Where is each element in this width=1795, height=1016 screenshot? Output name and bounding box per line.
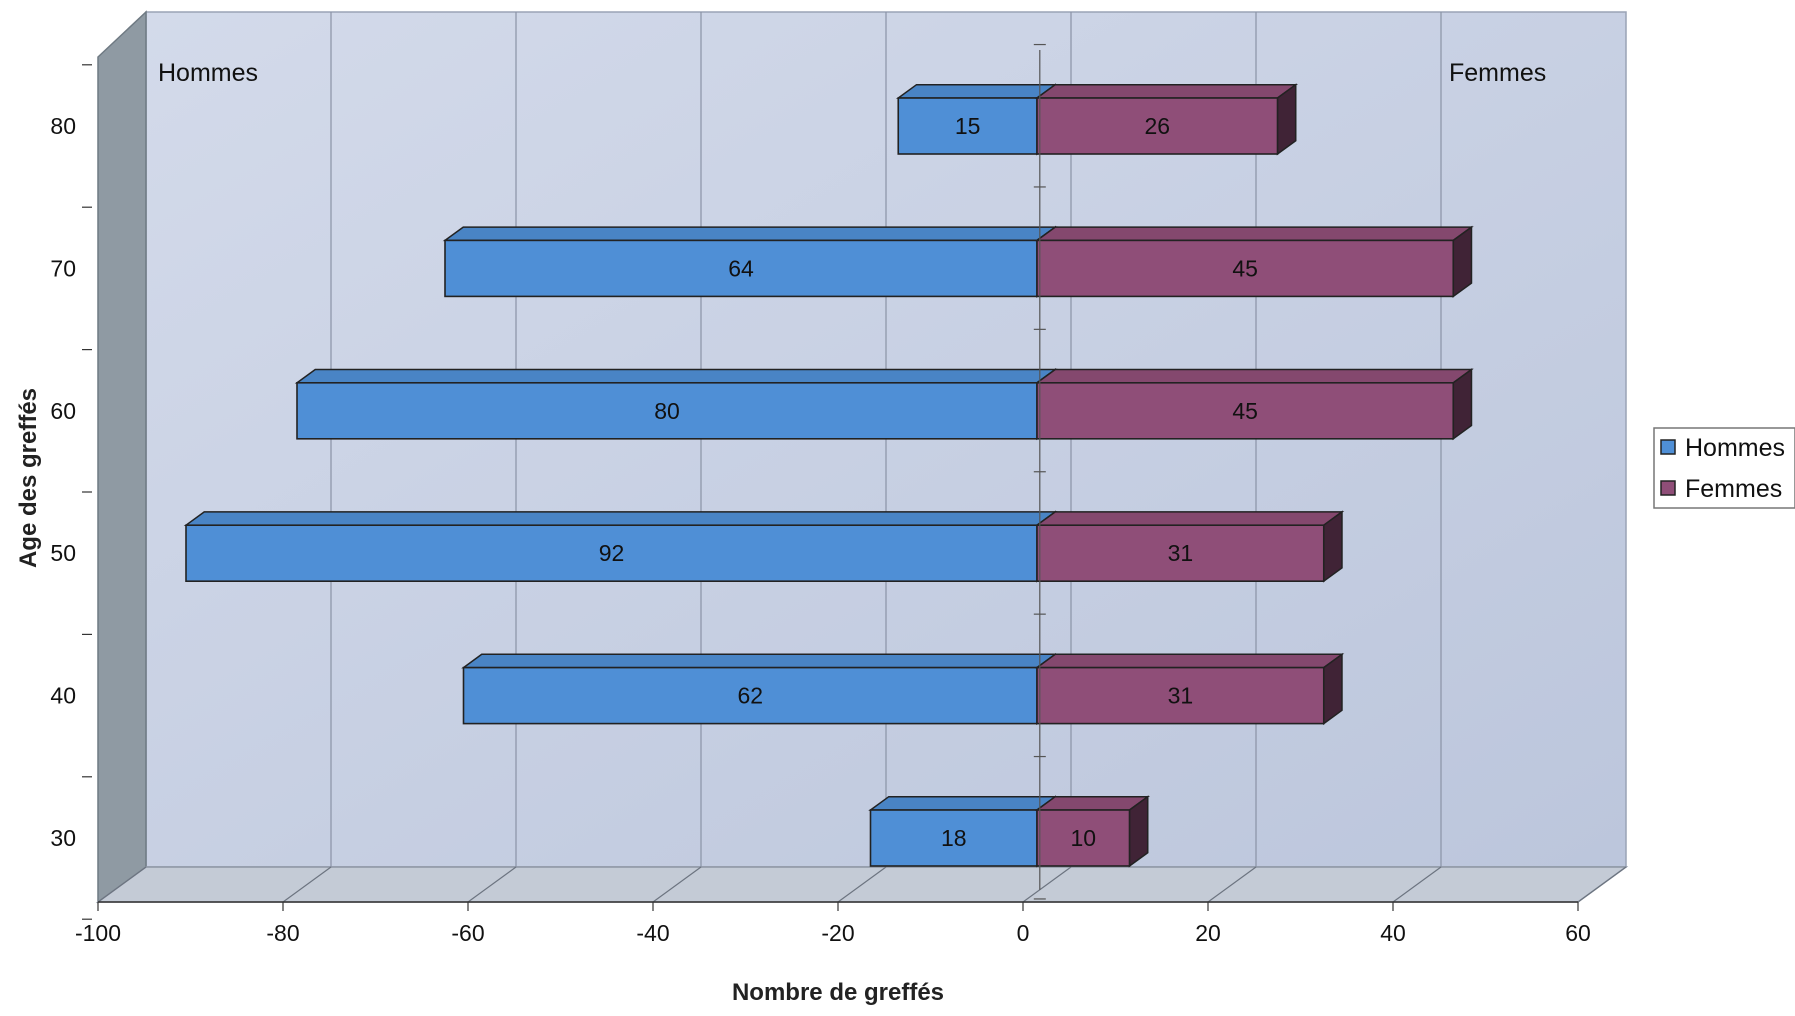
data-label-femmes-70: 45 — [1232, 255, 1258, 281]
floor-gridline — [467, 866, 517, 903]
x-tick-label: 60 — [1565, 920, 1591, 946]
bar-hommes-50-top — [183, 511, 1058, 526]
bar-femmes-30 — [1034, 795, 1151, 868]
axes: 30 40 50 60 70 80 -100 -80 -60 -40 -20 0 20 40 60 — [50, 43, 1591, 946]
x-tick-label: -100 — [75, 920, 121, 946]
y-axis-title: Age des greffés — [15, 388, 42, 568]
legend-label-hommes: Hommes — [1685, 434, 1785, 462]
x-tick-label: 40 — [1380, 920, 1406, 946]
corner-label-hommes: Hommes — [158, 59, 258, 87]
bar-femmes-40-top — [1034, 653, 1345, 669]
bar-femmes-50-top — [1034, 511, 1345, 526]
side-wall — [97, 10, 147, 904]
bar-femmes-50 — [1034, 510, 1345, 583]
bar-femmes-60-top — [1034, 368, 1474, 384]
y-tick-label: 80 — [50, 113, 76, 139]
y-tick-label: 30 — [50, 825, 76, 851]
bar-femmes-50-front — [1036, 524, 1325, 583]
bar-femmes-40 — [1034, 652, 1345, 726]
floor-gridline — [282, 866, 332, 903]
legend-label-femmes: Femmes — [1685, 475, 1782, 503]
bar-femmes-80-side — [1276, 83, 1297, 156]
bar-femmes-80-top — [1034, 83, 1299, 99]
bar-hommes-70-top — [442, 226, 1058, 242]
y-tick-label: 40 — [50, 683, 76, 709]
bar-hommes-60-front — [296, 381, 1038, 440]
x-tick-label: -40 — [636, 920, 669, 946]
floor-gridline — [1207, 866, 1257, 903]
bar-hommes-60-top — [294, 368, 1058, 384]
floor-gridline — [1022, 866, 1072, 903]
data-label-femmes-30: 10 — [1070, 825, 1096, 851]
data-label-femmes-80: 26 — [1144, 113, 1170, 139]
data-label-femmes-50: 31 — [1168, 540, 1194, 566]
bar-hommes-40-top — [461, 653, 1058, 669]
x-tick-label: -60 — [451, 920, 484, 946]
bar-hommes-50-front — [185, 524, 1038, 583]
floor-gridline — [837, 866, 887, 903]
bar-hommes-80-top — [895, 83, 1058, 99]
x-tick-label: -80 — [266, 920, 299, 946]
data-label-hommes-60: 80 — [654, 398, 680, 424]
bar-femmes-50-side — [1323, 510, 1343, 583]
y-tick-label: 70 — [50, 255, 76, 281]
y-tick-label: 60 — [50, 398, 76, 424]
data-label-hommes-70: 64 — [728, 255, 754, 281]
floor-gridline — [97, 866, 147, 903]
bar-femmes-80-front — [1036, 97, 1279, 155]
bar-femmes-30-side — [1128, 795, 1149, 868]
bar-hommes-50 — [183, 510, 1058, 583]
data-label-hommes-40: 62 — [737, 683, 763, 709]
bar-femmes-70-top — [1034, 226, 1474, 242]
legend: Hommes Femmes — [1653, 427, 1795, 509]
corner-label-femmes: Femmes — [1449, 59, 1546, 87]
bars: 18 10 62 31 92 31 80 45 64 45 15 26 — [183, 83, 1474, 868]
x-tick-label: 0 — [1017, 920, 1030, 946]
plot-walls — [95, 10, 1629, 904]
bar-femmes-40-front — [1036, 666, 1325, 725]
bar-hommes-80-front — [897, 97, 1038, 155]
x-tick-label: -20 — [821, 920, 854, 946]
data-label-femmes-60: 45 — [1232, 398, 1258, 424]
floor-gridline — [1577, 866, 1627, 903]
legend-swatch-femmes — [1660, 480, 1676, 496]
y-tick-label: 50 — [50, 540, 76, 566]
bar-femmes-70 — [1034, 225, 1474, 298]
data-label-hommes-80: 15 — [955, 113, 981, 139]
x-tick-label: 20 — [1195, 920, 1221, 946]
x-axis-title: Nombre de greffés — [732, 979, 944, 1006]
floor-gridline — [1392, 866, 1442, 903]
legend-swatch-hommes — [1660, 439, 1676, 455]
bar-femmes-30-front — [1036, 809, 1131, 867]
bar-hommes-30-top — [868, 795, 1058, 811]
bar-femmes-70-side — [1452, 225, 1473, 298]
bar-femmes-60-side — [1452, 368, 1473, 441]
bar-femmes-60 — [1034, 368, 1474, 441]
data-label-hommes-50: 92 — [599, 540, 625, 566]
data-label-femmes-40: 31 — [1168, 683, 1194, 709]
bar-hommes-60 — [294, 368, 1058, 441]
bar-femmes-40-side — [1323, 652, 1343, 726]
bar-hommes-40-front — [462, 666, 1038, 725]
bar-femmes-60-front — [1036, 381, 1455, 440]
bar-femmes-80 — [1034, 83, 1299, 156]
bar-femmes-70-front — [1036, 239, 1455, 298]
floor-gridline — [652, 866, 702, 903]
legend-box — [1653, 427, 1795, 509]
data-label-hommes-30: 18 — [941, 825, 967, 851]
